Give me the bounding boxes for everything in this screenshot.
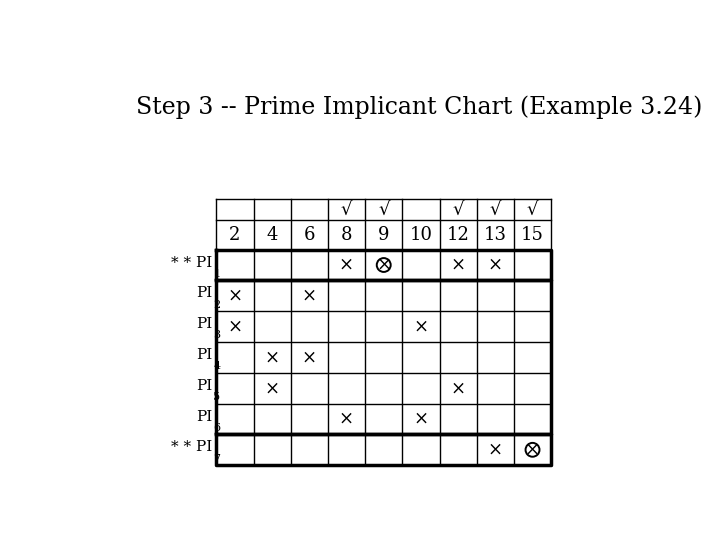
Text: ×: ×: [264, 348, 279, 367]
Text: 8: 8: [341, 226, 352, 244]
Text: ×: ×: [525, 441, 540, 459]
Text: 3: 3: [213, 330, 220, 340]
Text: 6: 6: [304, 226, 315, 244]
Text: ×: ×: [487, 256, 503, 274]
Text: ×: ×: [264, 379, 279, 397]
Text: PI: PI: [196, 318, 212, 332]
Text: ×: ×: [228, 287, 243, 305]
Text: ×: ×: [413, 410, 428, 428]
Text: 12: 12: [446, 226, 469, 244]
Text: PI: PI: [196, 287, 212, 300]
Text: 5: 5: [213, 392, 220, 402]
Text: PI: PI: [196, 410, 212, 424]
Text: √: √: [341, 200, 352, 219]
Text: ×: ×: [451, 379, 466, 397]
Text: 6: 6: [213, 423, 220, 433]
Text: √: √: [527, 200, 539, 219]
Text: PI: PI: [196, 348, 212, 362]
Text: 9: 9: [378, 226, 390, 244]
Text: 10: 10: [410, 226, 433, 244]
Text: 4: 4: [213, 361, 220, 372]
Text: ×: ×: [376, 256, 391, 274]
Text: ×: ×: [451, 256, 466, 274]
Text: Step 3 -- Prime Implicant Chart (Example 3.24): Step 3 -- Prime Implicant Chart (Example…: [137, 96, 703, 119]
Text: PI: PI: [196, 379, 212, 393]
Text: √: √: [490, 200, 501, 219]
Text: 15: 15: [521, 226, 544, 244]
Text: √: √: [452, 200, 464, 219]
Text: * * PI: * * PI: [171, 255, 212, 269]
Text: ×: ×: [339, 410, 354, 428]
Text: ×: ×: [487, 441, 503, 459]
Text: ×: ×: [302, 287, 317, 305]
Text: 13: 13: [484, 226, 507, 244]
Text: 2: 2: [213, 300, 220, 309]
Text: 2: 2: [229, 226, 240, 244]
Text: ×: ×: [228, 318, 243, 335]
Text: 1: 1: [213, 269, 220, 279]
Text: * * PI: * * PI: [171, 441, 212, 455]
Text: ×: ×: [339, 256, 354, 274]
Text: 7: 7: [213, 454, 220, 464]
Text: √: √: [378, 200, 390, 219]
Text: ×: ×: [413, 318, 428, 335]
Text: 4: 4: [266, 226, 278, 244]
Text: ×: ×: [302, 348, 317, 367]
